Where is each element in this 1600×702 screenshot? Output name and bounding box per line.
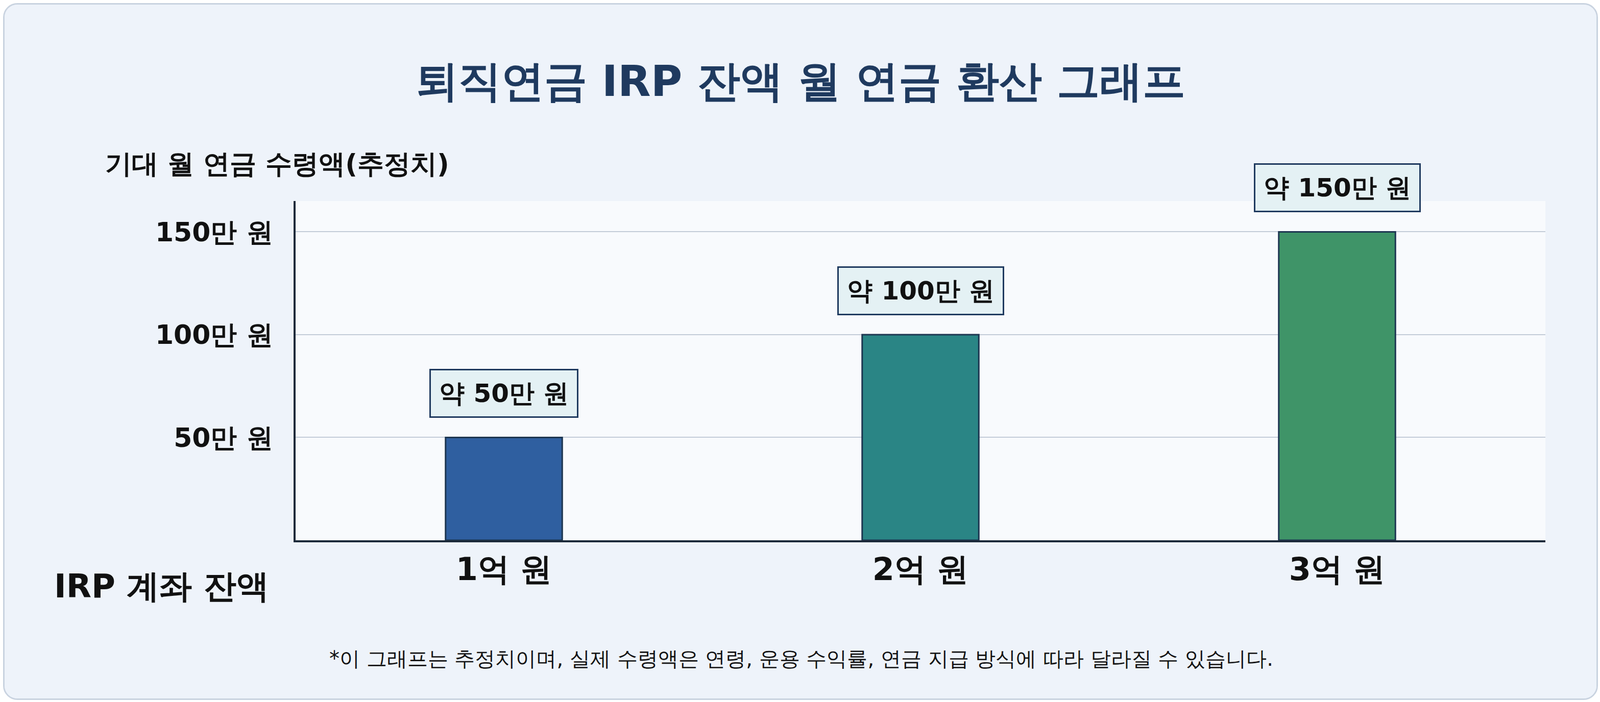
svg-text:기대 월 연금 수령액(추정치): 기대 월 연금 수령액(추정치): [105, 148, 450, 180]
svg-text:1억 원: 1억 원: [455, 550, 553, 589]
svg-text:2억 원: 2억 원: [872, 550, 969, 589]
svg-text:*이 그래프는 추정치이며, 실제 수령액은 연령, 운용: *이 그래프는 추정치이며, 실제 수령액은 연령, 운용 수익률, 연금 지급…: [329, 647, 1274, 671]
svg-text:3억 원: 3억 원: [1289, 550, 1386, 589]
svg-text:약 50만 원: 약 50만 원: [439, 378, 569, 409]
svg-text:약 150만 원: 약 150만 원: [1263, 173, 1412, 203]
svg-text:150만 원: 150만 원: [155, 216, 274, 248]
svg-text:50만 원: 50만 원: [173, 422, 273, 454]
svg-text:100만 원: 100만 원: [155, 319, 274, 351]
svg-text:약 100만 원: 약 100만 원: [846, 276, 995, 306]
svg-text:IRP 계좌 잔액: IRP 계좌 잔액: [54, 567, 270, 606]
svg-text:퇴직연금 IRP 잔액 월 연금 환산 그래프: 퇴직연금 IRP 잔액 월 연금 환산 그래프: [415, 56, 1186, 107]
